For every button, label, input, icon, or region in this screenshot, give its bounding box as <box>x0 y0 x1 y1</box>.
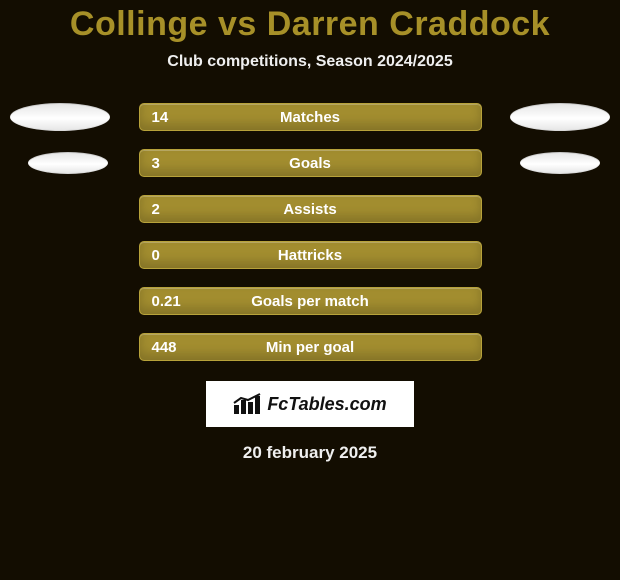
stat-row: 448 Min per goal <box>0 333 620 361</box>
stat-row: 14 Matches <box>0 103 620 131</box>
stat-rows: 14 Matches 3 Goals 2 Assists 0 Hattricks <box>0 103 620 361</box>
subtitle: Club competitions, Season 2024/2025 <box>0 53 620 71</box>
stat-label: Goals per match <box>251 293 369 310</box>
stat-bar-goals: 3 Goals <box>139 149 482 177</box>
chart-icon <box>233 393 261 415</box>
stat-row: 0 Hattricks <box>0 241 620 269</box>
stat-value: 2 <box>152 201 160 218</box>
stat-label: Matches <box>280 109 340 126</box>
stat-value: 0 <box>152 247 160 264</box>
stat-bar-min-per-goal: 448 Min per goal <box>139 333 482 361</box>
stat-label: Min per goal <box>266 339 354 356</box>
stat-value: 3 <box>152 155 160 172</box>
stat-label: Assists <box>283 201 336 218</box>
stat-label: Hattricks <box>278 247 342 264</box>
player-right-ellipse <box>520 152 600 174</box>
stat-row: 0.21 Goals per match <box>0 287 620 315</box>
stat-bar-goals-per-match: 0.21 Goals per match <box>139 287 482 315</box>
page-title: Collinge vs Darren Craddock <box>0 0 620 43</box>
player-left-ellipse <box>10 103 110 131</box>
player-left-ellipse <box>28 152 108 174</box>
stat-row: 2 Assists <box>0 195 620 223</box>
player-right-ellipse <box>510 103 610 131</box>
footer-date: 20 february 2025 <box>0 443 620 463</box>
stat-value: 14 <box>152 109 169 126</box>
stat-value: 0.21 <box>152 293 181 310</box>
stat-label: Goals <box>289 155 331 172</box>
logo-box: FcTables.com <box>206 381 414 427</box>
stat-bar-assists: 2 Assists <box>139 195 482 223</box>
stat-row: 3 Goals <box>0 149 620 177</box>
stat-bar-matches: 14 Matches <box>139 103 482 131</box>
stat-value: 448 <box>152 339 177 356</box>
comparison-card: Collinge vs Darren Craddock Club competi… <box>0 0 620 580</box>
logo-text: FcTables.com <box>267 394 386 415</box>
stat-bar-hattricks: 0 Hattricks <box>139 241 482 269</box>
